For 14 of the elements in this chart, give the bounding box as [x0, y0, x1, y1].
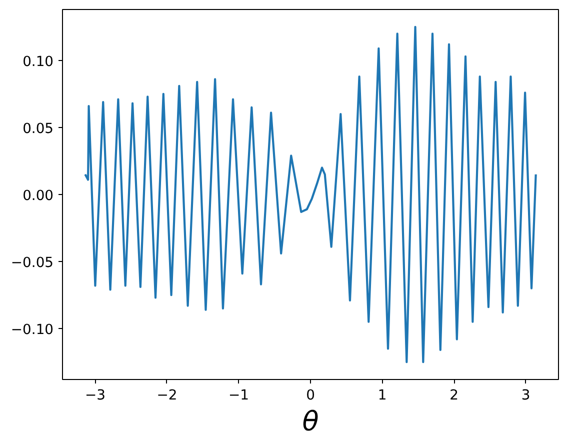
- x-tick-label: 2: [450, 388, 458, 404]
- x-tick-label: −3: [84, 388, 106, 404]
- y-tick-label: −0.10: [10, 322, 54, 338]
- x-tick-label: 3: [521, 388, 530, 404]
- x-tick-label: −1: [228, 388, 249, 404]
- y-tick-label: −0.05: [10, 255, 54, 272]
- y-tick-label: 0.00: [22, 188, 54, 204]
- y-tick-label: 0.10: [22, 54, 54, 70]
- x-tick-label: 0: [306, 388, 315, 404]
- line-series: [84, 26, 537, 364]
- x-tick-label: −2: [156, 388, 178, 404]
- x-tick-label: 1: [378, 388, 387, 404]
- x-axis-title: θ: [302, 406, 319, 438]
- y-tick-label: 0.05: [22, 120, 54, 137]
